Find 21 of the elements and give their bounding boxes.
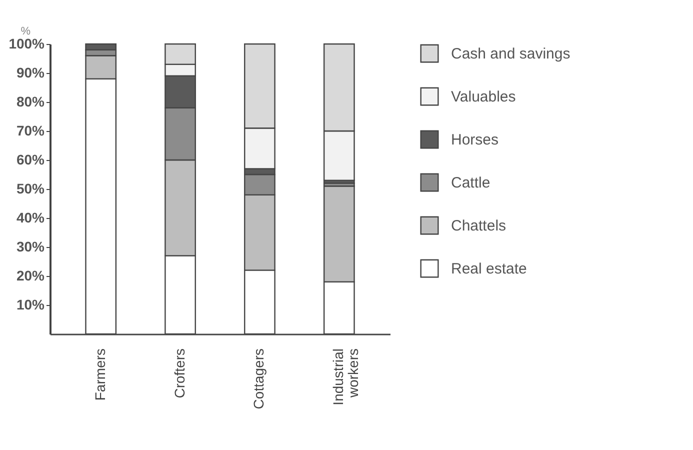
x-tick-label: Farmers (92, 348, 108, 401)
x-tick-label: Crofters (171, 348, 188, 398)
y-tick-label: 90% (16, 64, 46, 80)
y-tick-label: 30% (16, 238, 46, 254)
y-tick-label: 10% (16, 296, 46, 312)
x-tick-label: Cottagers (250, 348, 267, 410)
y-tick-label: 50% (16, 180, 46, 196)
y-axis-title: % (20, 26, 31, 38)
y-tick-label: 100% (8, 36, 46, 52)
legend-label: Cash and savings (451, 46, 570, 62)
legend-label: Cattle (451, 174, 490, 192)
legend-label: Horses (451, 132, 499, 148)
legend-label: Real estate (451, 260, 527, 278)
y-tick-label: 70% (16, 122, 46, 138)
legend-label: Chattels (451, 218, 506, 234)
y-tick-label: 20% (16, 268, 46, 284)
y-tick-label: 60% (16, 152, 46, 168)
x-tick-label: Industrial workers (330, 348, 362, 406)
legend-label: Valuables (451, 88, 516, 106)
y-tick-label: 40% (16, 210, 46, 226)
y-tick-label: 80% (16, 94, 46, 110)
